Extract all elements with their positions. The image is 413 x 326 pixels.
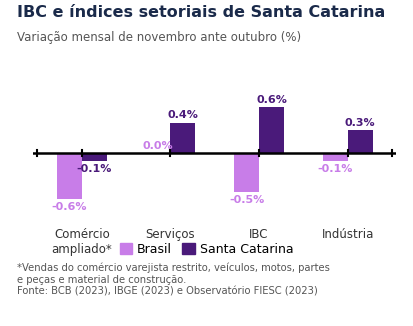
Text: IBC e índices setoriais de Santa Catarina: IBC e índices setoriais de Santa Catarin… — [17, 5, 385, 20]
Text: -0.6%: -0.6% — [52, 202, 87, 212]
Text: 0.0%: 0.0% — [143, 141, 173, 151]
Text: *Vendas do comércio varejista restrito, veículos, motos, partes
e peças e materi: *Vendas do comércio varejista restrito, … — [17, 262, 330, 296]
Bar — [57, 153, 82, 199]
Text: -0.1%: -0.1% — [318, 164, 353, 174]
Bar — [259, 107, 284, 153]
Text: 0.4%: 0.4% — [167, 110, 198, 120]
Text: -0.1%: -0.1% — [76, 164, 112, 174]
Legend: Brasil, Santa Catarina: Brasil, Santa Catarina — [115, 238, 298, 261]
Bar — [234, 153, 259, 192]
Bar — [171, 123, 195, 153]
Text: Variação mensal de novembro ante outubro (%): Variação mensal de novembro ante outubro… — [17, 31, 301, 44]
Bar — [82, 153, 107, 161]
Bar — [348, 130, 373, 153]
Text: -0.5%: -0.5% — [229, 195, 264, 205]
Bar — [323, 153, 348, 161]
Text: 0.3%: 0.3% — [345, 118, 375, 128]
Text: 0.6%: 0.6% — [256, 95, 287, 105]
